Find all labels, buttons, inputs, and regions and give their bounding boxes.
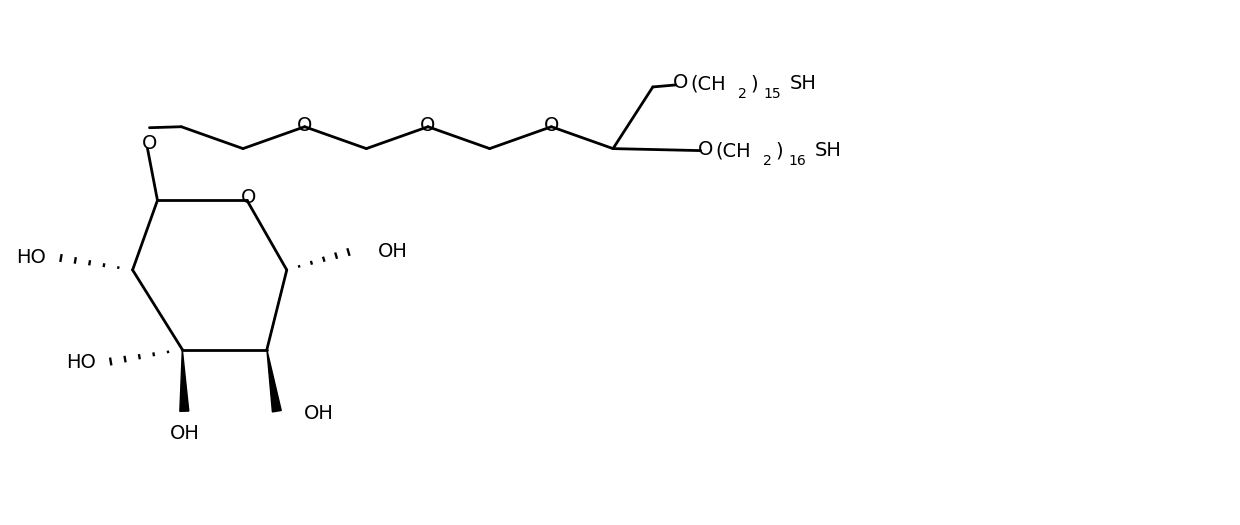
Text: O: O: [698, 140, 713, 159]
Text: (CH: (CH: [715, 141, 751, 160]
Text: OH: OH: [378, 242, 408, 260]
Text: O: O: [298, 116, 312, 135]
Text: OH: OH: [304, 404, 334, 423]
Text: ): ): [775, 141, 782, 160]
Text: O: O: [420, 116, 435, 135]
Text: HO: HO: [66, 353, 95, 372]
Text: OH: OH: [170, 424, 200, 443]
Text: 2: 2: [738, 87, 748, 101]
Text: O: O: [543, 116, 559, 135]
Text: O: O: [141, 134, 157, 153]
Text: (CH: (CH: [691, 75, 727, 93]
Text: O: O: [673, 74, 688, 92]
Text: O: O: [242, 188, 257, 207]
Text: 16: 16: [789, 153, 806, 167]
Text: 15: 15: [764, 87, 781, 101]
Text: 2: 2: [764, 153, 773, 167]
Text: SH: SH: [815, 141, 842, 160]
Text: ): ): [750, 75, 758, 93]
Text: HO: HO: [16, 247, 46, 267]
Polygon shape: [267, 350, 281, 412]
Text: SH: SH: [790, 75, 817, 93]
Polygon shape: [180, 350, 188, 412]
